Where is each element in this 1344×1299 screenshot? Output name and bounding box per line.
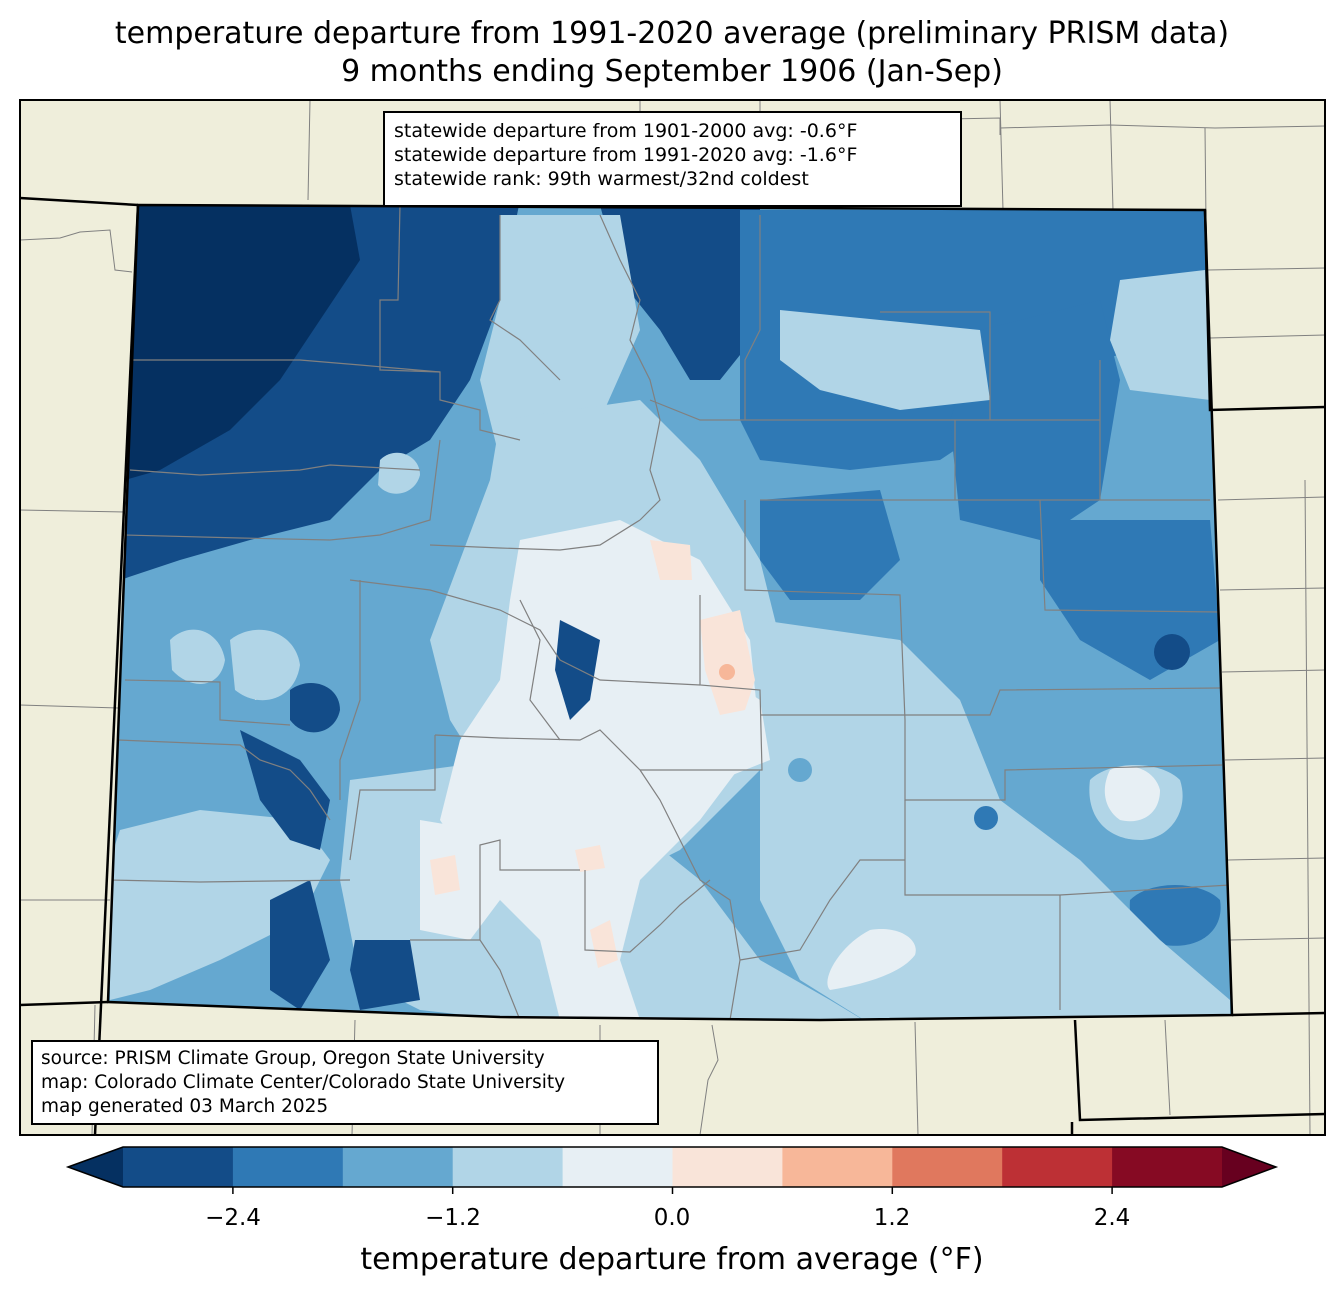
colorbar-segment — [562, 1147, 673, 1187]
colorbar-segment — [1002, 1147, 1113, 1187]
source-line: source: PRISM Climate Group, Oregon Stat… — [41, 1048, 545, 1069]
map-title: temperature departure from 1991-2020 ave… — [114, 16, 1230, 51]
colorbar-tick: 2.4 — [1093, 1205, 1131, 1231]
statewide-stats-box: statewide departure from 1901-2000 avg: … — [383, 111, 962, 207]
map-frame — [19, 99, 1326, 1136]
colorbar-outline — [65, 1146, 1279, 1188]
colorbar-segment — [1112, 1147, 1223, 1187]
colorbar-segment — [342, 1147, 454, 1187]
colorbar-segment — [232, 1147, 344, 1187]
colorbar-extend-low — [68, 1147, 123, 1187]
stat-rank: statewide rank: 99th warmest/32nd coldes… — [394, 168, 809, 190]
county-lines — [109, 205, 1231, 1020]
stat-departure-1901-2000: statewide departure from 1901-2000 avg: … — [394, 120, 858, 142]
colorbar-segment — [672, 1147, 783, 1187]
colorbar-tick: 1.2 — [873, 1205, 911, 1231]
colorbar-extend-high — [1222, 1147, 1276, 1187]
map-credit-line: map: Colorado Climate Center/Colorado St… — [41, 1072, 566, 1093]
generated-date-line: map generated 03 March 2025 — [41, 1096, 329, 1117]
state-boundaries — [19, 196, 1326, 1136]
map-subtitle: 9 months ending September 1906 (Jan-Sep) — [341, 54, 1003, 89]
source-box: source: PRISM Climate Group, Oregon Stat… — [31, 1040, 659, 1125]
colorbar-tick: −2.4 — [205, 1205, 261, 1231]
colorbar-tick: 0.0 — [653, 1205, 691, 1231]
colorbar-segment — [892, 1147, 1003, 1187]
temperature-departure-field — [108, 205, 1232, 1020]
colorbar-segment — [123, 1147, 234, 1187]
colorbar-segment — [782, 1147, 893, 1187]
colorbar-segment — [452, 1147, 564, 1187]
colorbar-label: temperature departure from average (°F) — [360, 1242, 984, 1277]
colorbar-tick: −1.2 — [425, 1205, 481, 1231]
stat-departure-1991-2020: statewide departure from 1991-2020 avg: … — [394, 144, 858, 166]
